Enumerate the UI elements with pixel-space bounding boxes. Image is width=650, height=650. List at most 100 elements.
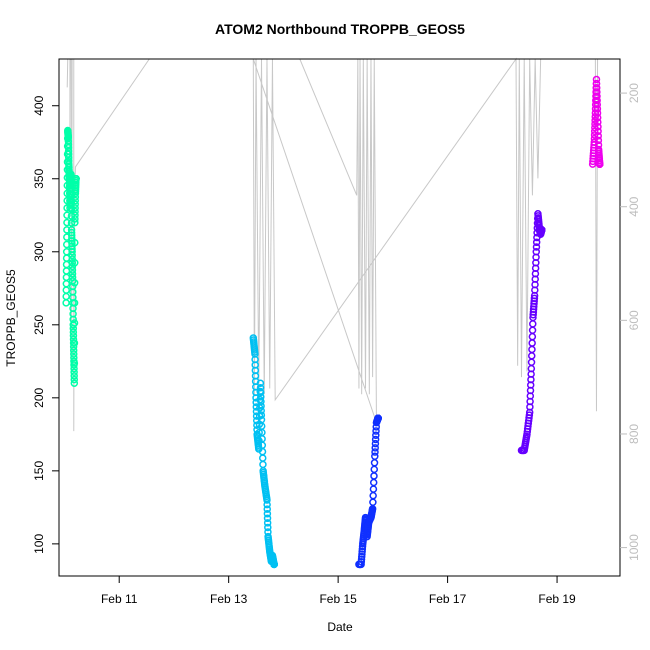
data-point — [369, 478, 378, 487]
data-point — [357, 560, 365, 569]
data-point — [264, 523, 272, 532]
data-point — [270, 560, 278, 569]
data-point — [71, 215, 79, 223]
data-point — [258, 454, 267, 462]
data-point — [263, 519, 272, 527]
series-2 — [355, 414, 382, 569]
data-point — [67, 170, 75, 179]
data-point — [370, 459, 379, 467]
data-point — [68, 248, 76, 256]
data-point — [528, 352, 536, 360]
data-point — [252, 394, 260, 402]
chart-title: ATOM2 Northbound TROPPB_GEOS5 — [215, 21, 465, 37]
y2-tick-label: 200 — [627, 83, 641, 103]
data-point — [525, 411, 534, 419]
data-point — [263, 505, 271, 513]
y-tick-label: 150 — [32, 461, 46, 481]
data-point — [63, 218, 71, 227]
data-point — [371, 452, 379, 460]
y-tick-label: 200 — [32, 387, 46, 407]
data-point — [593, 96, 601, 105]
data-point — [68, 251, 76, 260]
data-point — [257, 411, 266, 419]
data-point — [259, 460, 267, 469]
trace-line — [66, 57, 599, 432]
data-point — [594, 122, 602, 131]
data-point — [357, 552, 366, 561]
data-point — [370, 465, 378, 474]
data-point — [68, 266, 77, 274]
data-point — [256, 379, 265, 387]
right-y-axis: 200 400 600 800 1000 — [620, 83, 641, 561]
data-point — [62, 273, 71, 282]
y-axis-label: TROPPB_GEOS5 — [4, 269, 18, 367]
data-point — [529, 320, 537, 328]
data-point — [70, 375, 79, 384]
data-point — [592, 84, 601, 92]
y-tick-label: 350 — [32, 168, 46, 188]
data-point — [69, 346, 78, 355]
data-point — [371, 439, 380, 448]
data-point — [70, 379, 79, 387]
data-point — [62, 292, 70, 301]
data-point — [69, 328, 78, 336]
data-point — [369, 485, 378, 493]
data-point — [592, 79, 601, 88]
data-point — [68, 269, 77, 278]
data-point — [62, 299, 70, 307]
data-point — [70, 339, 79, 347]
data-points — [62, 75, 604, 569]
y-tick-label: 250 — [32, 314, 46, 334]
x-tick-label: Feb 17 — [429, 592, 467, 606]
y2-tick-label: 800 — [627, 424, 641, 444]
data-point — [69, 335, 78, 344]
series-4 — [588, 75, 604, 168]
data-point — [70, 319, 79, 327]
data-point — [252, 412, 261, 420]
data-point — [67, 191, 75, 199]
data-point — [371, 435, 380, 444]
data-point — [528, 345, 536, 354]
data-point — [357, 555, 366, 563]
data-point — [70, 258, 79, 267]
x-tick-label: Feb 19 — [538, 592, 576, 606]
data-point — [62, 279, 71, 288]
series-3 — [517, 210, 546, 455]
y-tick-label: 400 — [32, 95, 46, 115]
data-point — [69, 342, 78, 351]
x-axis: Feb 11 Feb 13 Feb 15 Feb 17 Feb 19 — [101, 575, 576, 606]
data-point — [71, 211, 79, 220]
data-point — [358, 550, 366, 558]
data-point — [532, 248, 541, 256]
data-point — [71, 218, 79, 227]
data-point — [68, 258, 77, 267]
data-point — [530, 294, 539, 303]
data-point — [69, 332, 78, 340]
data-point — [537, 226, 546, 234]
data-point — [594, 132, 602, 140]
data-point — [70, 279, 79, 287]
data-point — [62, 286, 70, 294]
x-axis-label: Date — [327, 620, 353, 634]
data-point — [263, 514, 272, 523]
data-point — [63, 211, 71, 220]
x-tick-label: Feb 13 — [210, 592, 248, 606]
data-point — [358, 547, 366, 556]
data-point — [593, 92, 601, 100]
data-point — [263, 510, 272, 518]
data-point — [594, 118, 602, 126]
data-point — [532, 238, 541, 247]
right-axis-trace — [66, 57, 599, 432]
series-0 — [62, 126, 80, 387]
data-point — [72, 175, 80, 183]
data-point — [71, 196, 80, 205]
y2-tick-label: 600 — [627, 310, 641, 330]
data-point — [528, 326, 537, 335]
data-point — [257, 393, 265, 401]
data-point — [532, 243, 541, 251]
series-1 — [249, 334, 278, 569]
y-tick-label: 100 — [32, 534, 46, 554]
data-point — [374, 414, 382, 423]
data-point — [358, 545, 367, 553]
